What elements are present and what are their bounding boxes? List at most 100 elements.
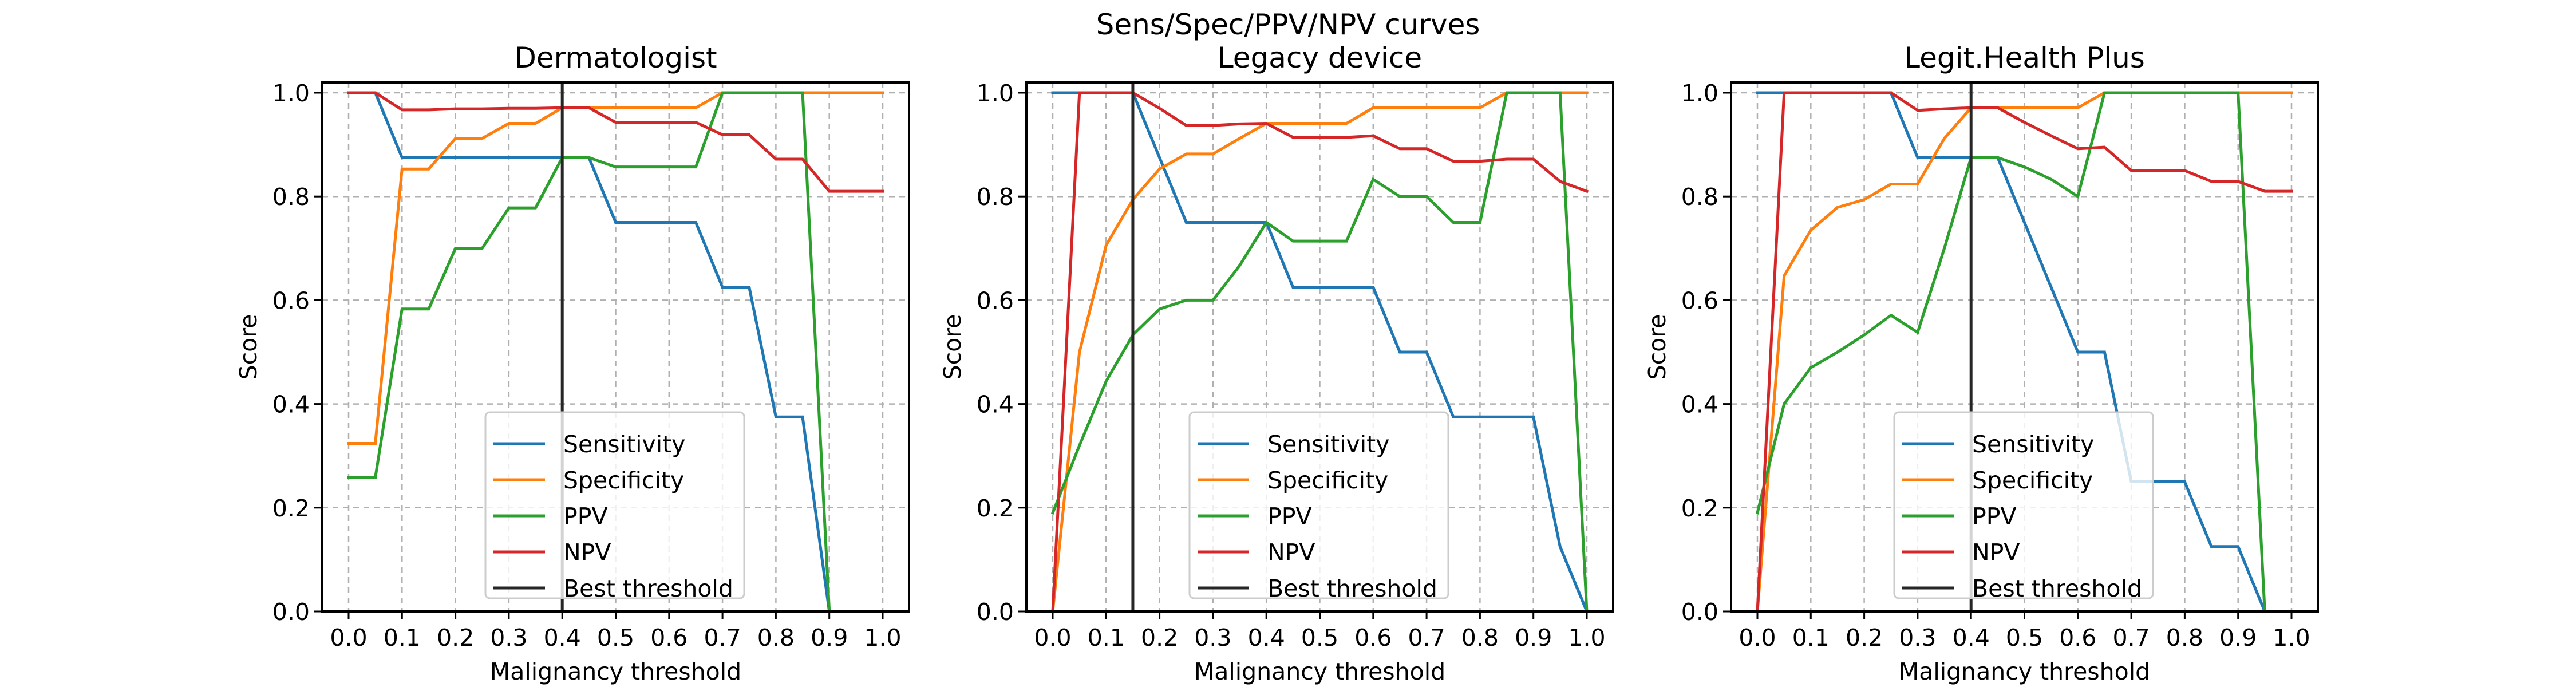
x-tick-label: 0.3: [1194, 624, 1231, 652]
legend-label-ppv: PPV: [563, 503, 608, 530]
x-axis-label: Malignancy threshold: [1899, 658, 2150, 685]
legend-label-best-threshold: Best threshold: [1267, 575, 1437, 602]
y-tick-label: 0.4: [1681, 391, 1718, 418]
y-tick-label: 0.2: [1681, 495, 1718, 522]
x-tick-label: 0.2: [1846, 624, 1883, 652]
y-tick-label: 0.6: [977, 287, 1014, 314]
series-line-specificity: [1051, 91, 1589, 613]
y-axis: 0.0 0.2 0.4 0.6 0.8 1.0 Score: [939, 80, 1026, 626]
series-line-npv: [347, 91, 884, 193]
x-tick-label: 0.4: [1248, 624, 1285, 652]
y-tick-label: 0.0: [272, 598, 310, 626]
legend-label-specificity: Specificity: [563, 467, 684, 494]
legend: Sensitivity Specificity PPV NPV Best thresho…: [1893, 411, 2154, 602]
y-axis-label: Score: [1643, 314, 1671, 380]
x-axis-label: Malignancy threshold: [490, 658, 741, 685]
x-tick-label: 0.1: [384, 624, 421, 652]
y-tick-label: 0.2: [977, 495, 1014, 522]
legend-label-npv: NPV: [1972, 539, 2020, 566]
legend-label-npv: NPV: [1267, 539, 1315, 566]
x-tick-label: 0.9: [2219, 624, 2257, 652]
x-tick-label: 0.1: [1088, 624, 1125, 652]
x-tick-label: 0.3: [1899, 624, 1936, 652]
x-tick-label: 1.0: [864, 624, 901, 652]
series-group: [1050, 91, 1589, 614]
series-group: [347, 91, 884, 613]
legend-label-sensitivity: Sensitivity: [1267, 431, 1389, 458]
x-axis: 0.0 0.1 0.2 0.3 0.4 0.5 0.6 0.7 0.8 0.9 1.0 Maligna…: [1034, 611, 1606, 685]
x-tick-label: 0.2: [437, 624, 474, 652]
y-tick-label: 0.8: [272, 183, 310, 211]
legend-box: [1188, 411, 1449, 599]
x-tick-label: 0.0: [1739, 624, 1776, 652]
x-axis: 0.0 0.1 0.2 0.3 0.4 0.5 0.6 0.7 0.8 0.9 1.0 Maligna…: [1739, 611, 2310, 685]
legend-label-ppv: PPV: [1267, 503, 1312, 530]
x-tick-label: 1.0: [2273, 624, 2310, 652]
series-line-sensitivity: [1051, 91, 1589, 614]
y-tick-label: 0.6: [272, 287, 310, 314]
x-tick-label: 0.5: [1301, 624, 1338, 652]
x-tick-label: 0.8: [2166, 624, 2203, 652]
legend-label-best-threshold: Best threshold: [563, 575, 733, 602]
x-tick-label: 0.7: [2112, 624, 2150, 652]
legend-label-specificity: Specificity: [1267, 467, 1388, 494]
y-tick-label: 1.0: [1681, 80, 1718, 107]
series-line-npv: [1051, 91, 1589, 613]
series-group: [1755, 91, 2293, 613]
x-tick-label: 0.6: [2059, 624, 2096, 652]
x-tick-label: 0.3: [490, 624, 527, 652]
legend-label-best-threshold: Best threshold: [1972, 575, 2142, 602]
y-tick-label: 0.0: [977, 598, 1014, 626]
x-tick-label: 0.0: [1034, 624, 1071, 652]
y-axis-label: Score: [235, 314, 262, 380]
x-tick-label: 0.5: [2006, 624, 2043, 652]
y-tick-label: 1.0: [272, 80, 310, 107]
legend-label-npv: NPV: [563, 539, 611, 566]
x-tick-label: 0.8: [757, 624, 795, 652]
x-tick-label: 0.8: [1461, 624, 1499, 652]
legend-label-sensitivity: Sensitivity: [563, 431, 685, 458]
panel-title: Dermatologist: [514, 41, 717, 74]
x-tick-label: 1.0: [1568, 624, 1605, 652]
legend: Sensitivity Specificity PPV NPV Best thresho…: [484, 411, 745, 602]
x-tick-label: 0.4: [1953, 624, 1990, 652]
x-axis: 0.0 0.1 0.2 0.3 0.4 0.5 0.6 0.7 0.8 0.9 1.0 Maligna…: [330, 611, 902, 685]
y-tick-label: 0.8: [977, 183, 1014, 211]
x-tick-label: 0.2: [1141, 624, 1178, 652]
panel-legit-health-plus: Legit.Health Plus 0.0 0.1 0.2 0.3 0.4 0.5 0.6 0…: [1643, 41, 2319, 685]
panel-title: Legit.Health Plus: [1904, 41, 2145, 74]
y-tick-label: 0.4: [977, 391, 1014, 418]
chart-suptitle: Sens/Spec/PPV/NPV curves: [1096, 8, 1480, 41]
x-axis-label: Malignancy threshold: [1194, 658, 1445, 685]
x-tick-label: 0.4: [544, 624, 581, 652]
y-tick-label: 1.0: [977, 80, 1014, 107]
y-tick-label: 0.2: [272, 495, 310, 522]
legend-label-specificity: Specificity: [1972, 467, 2093, 494]
x-tick-label: 0.7: [1408, 624, 1445, 652]
y-axis-label: Score: [939, 314, 966, 380]
x-tick-label: 0.5: [597, 624, 634, 652]
series-line-ppv: [1755, 91, 2293, 613]
y-tick-label: 0.8: [1681, 183, 1718, 211]
legend-label-ppv: PPV: [1972, 503, 2017, 530]
legend-box: [484, 411, 745, 599]
legend: Sensitivity Specificity PPV NPV Best thresho…: [1188, 411, 1449, 602]
y-axis: 0.0 0.2 0.4 0.6 0.8 1.0 Score: [235, 80, 322, 626]
series-line-ppv: [1050, 91, 1589, 613]
legend-box: [1893, 411, 2154, 599]
panel-legacy-device: Legacy device 0.0 0.1 0.2 0.3 0.4 0.5 0.6 0.7 0.…: [939, 41, 1614, 685]
legend-label-sensitivity: Sensitivity: [1972, 431, 2094, 458]
x-tick-label: 0.6: [1354, 624, 1392, 652]
y-axis: 0.0 0.2 0.4 0.6 0.8 1.0 Score: [1643, 80, 1731, 626]
x-tick-label: 0.1: [1792, 624, 1830, 652]
y-tick-label: 0.6: [1681, 287, 1718, 314]
panel-dermatologist: Dermatologist 0.0 0.1 0.2 0.3 0.4 0.5 0.6 0.7 0.…: [235, 41, 910, 685]
panel-title: Legacy device: [1218, 41, 1422, 74]
y-tick-label: 0.4: [272, 391, 310, 418]
x-tick-label: 0.6: [650, 624, 688, 652]
x-tick-label: 0.7: [704, 624, 741, 652]
x-tick-label: 0.9: [811, 624, 848, 652]
x-tick-label: 0.0: [330, 624, 367, 652]
y-tick-label: 0.0: [1681, 598, 1718, 626]
